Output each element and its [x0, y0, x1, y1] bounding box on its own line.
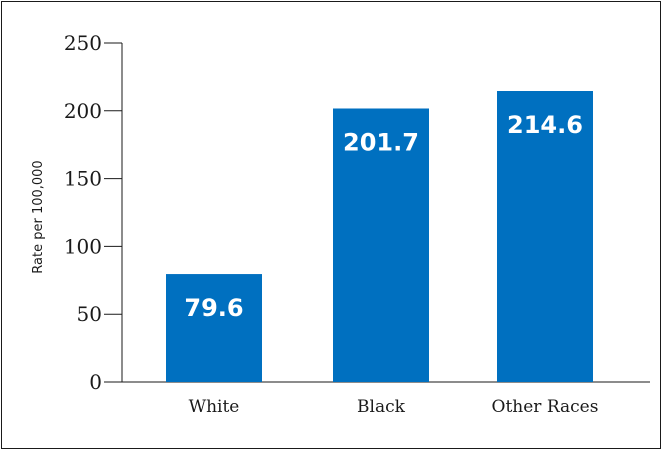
bar-chart: 0 50 100 150 200 250 79.6 White 201.7 Black 214.6…	[31, 31, 650, 417]
bar-other-races	[497, 91, 593, 382]
labels: 79.6 White 201.7 Black 214.6 Other Races	[184, 111, 598, 417]
bar-white	[166, 274, 262, 382]
y-tick-label-100: 100	[64, 234, 102, 258]
category-label-white: White	[189, 397, 240, 417]
y-tick-label-0: 0	[89, 370, 102, 394]
y-tick-label-150: 150	[64, 167, 102, 191]
y-tick-label-200: 200	[64, 99, 102, 123]
data-label-white: 79.6	[184, 294, 243, 322]
y-tick-label-50: 50	[77, 302, 102, 326]
data-label-black: 201.7	[343, 128, 419, 156]
y-axis-title: Rate per 100,000	[31, 160, 46, 273]
bar-black	[333, 108, 429, 382]
axes: 0 50 100 150 200 250	[64, 31, 650, 394]
y-tick-label-250: 250	[64, 31, 102, 55]
data-label-other-races: 214.6	[507, 111, 583, 139]
category-label-other-races: Other Races	[492, 397, 599, 417]
bars	[166, 91, 593, 382]
category-label-black: Black	[357, 397, 406, 417]
